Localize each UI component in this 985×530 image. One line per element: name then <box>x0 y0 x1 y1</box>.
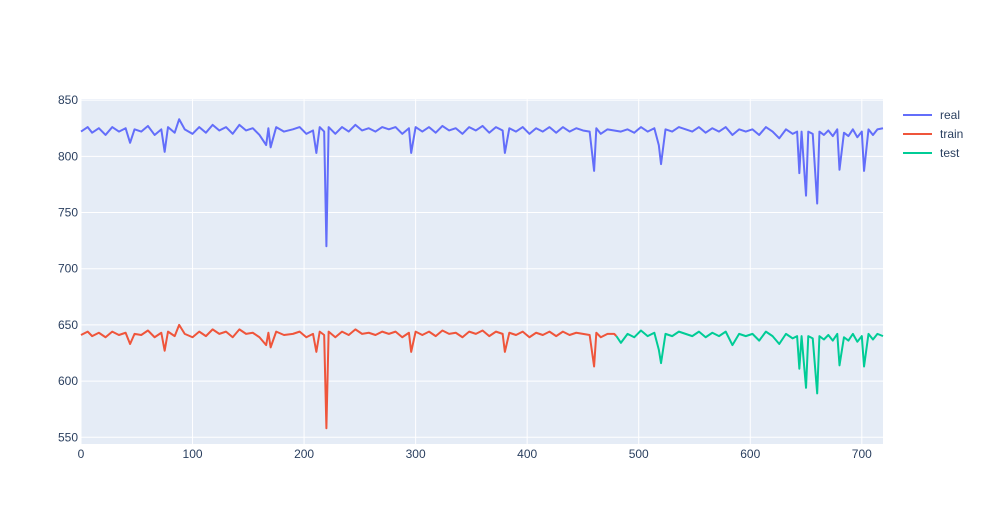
y-tick-label: 650 <box>58 318 78 332</box>
legend-item-test[interactable]: test <box>903 146 960 160</box>
y-tick-label: 600 <box>58 374 78 388</box>
series-line-test <box>615 329 884 395</box>
legend[interactable]: real train test <box>903 108 963 160</box>
x-tick-label: 0 <box>78 447 85 461</box>
x-tick-label: 700 <box>852 447 872 461</box>
legend-label: test <box>940 146 960 160</box>
series-lines <box>80 118 884 430</box>
x-tick-label: 100 <box>183 447 203 461</box>
y-tick-label: 750 <box>58 206 78 220</box>
series-line-train <box>80 323 618 430</box>
legend-item-train[interactable]: train <box>903 127 963 141</box>
x-tick-label: 500 <box>629 447 649 461</box>
y-tick-label: 700 <box>58 262 78 276</box>
x-tick-label: 300 <box>406 447 426 461</box>
y-tick-label: 550 <box>58 430 78 444</box>
legend-item-real[interactable]: real <box>903 108 960 122</box>
x-axis-ticks: 0 100 200 300 400 500 600 700 <box>78 447 872 461</box>
y-tick-label: 800 <box>58 149 78 163</box>
x-tick-label: 400 <box>517 447 537 461</box>
y-axis-ticks: 550 600 650 700 750 800 850 <box>58 93 78 444</box>
plot-area <box>81 99 883 444</box>
x-tick-label: 200 <box>294 447 314 461</box>
y-tick-label: 850 <box>58 93 78 107</box>
x-tick-label: 600 <box>740 447 760 461</box>
legend-label: real <box>940 108 960 122</box>
series-line-real <box>80 118 884 248</box>
legend-label: train <box>940 127 963 141</box>
gridlines <box>80 99 883 444</box>
